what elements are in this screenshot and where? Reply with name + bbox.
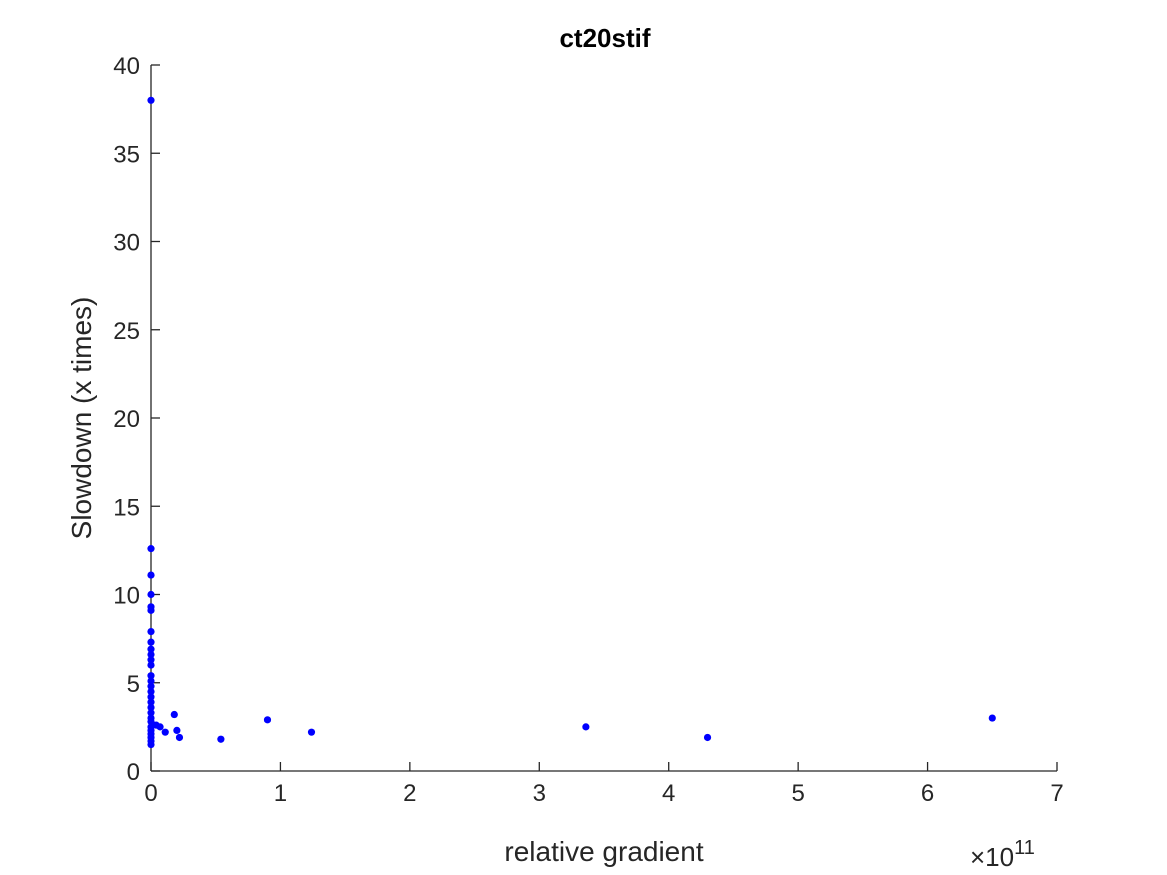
data-point xyxy=(147,656,155,664)
data-point xyxy=(147,709,155,717)
x-exponent-power: 11 xyxy=(1014,837,1035,859)
y-axis-label: Slowdown (x times) xyxy=(66,297,97,540)
y-tick-label: 10 xyxy=(113,583,140,610)
data-point xyxy=(161,728,169,736)
x-tick-label: 3 xyxy=(533,780,546,807)
x-exponent-base: ×10 xyxy=(970,842,1014,872)
data-point xyxy=(147,96,155,104)
data-point xyxy=(147,661,155,669)
data-point xyxy=(147,545,155,553)
data-point xyxy=(147,717,155,726)
data-point xyxy=(147,638,155,646)
data-point xyxy=(217,735,225,743)
data-points xyxy=(147,96,996,749)
data-point xyxy=(175,733,184,742)
data-point xyxy=(703,733,712,742)
y-tick-label: 35 xyxy=(113,141,140,168)
x-axis-label: relative gradient xyxy=(504,836,703,867)
data-point xyxy=(988,714,996,722)
x-tick-label: 7 xyxy=(1050,780,1063,807)
data-point xyxy=(147,698,155,706)
data-point xyxy=(156,723,164,731)
chart-title: ct20stif xyxy=(559,23,650,53)
data-point xyxy=(147,645,155,653)
x-axis-ticks: 0 1 2 3 4 5 6 7 xyxy=(144,762,1064,807)
data-point xyxy=(263,716,272,724)
data-point xyxy=(147,740,155,749)
y-tick-label: 5 xyxy=(127,671,140,698)
y-axis-ticks: 0 5 10 15 20 25 30 35 40 xyxy=(113,53,160,786)
data-point xyxy=(147,672,155,680)
y-tick-label: 40 xyxy=(113,53,140,80)
data-point xyxy=(307,728,316,736)
y-tick-label: 25 xyxy=(113,318,140,345)
data-point xyxy=(147,590,155,599)
x-tick-label: 0 xyxy=(144,780,157,807)
axes xyxy=(150,65,1057,772)
data-point xyxy=(147,606,155,614)
y-tick-label: 30 xyxy=(113,230,140,257)
data-point xyxy=(170,710,178,719)
data-point xyxy=(173,726,181,735)
data-point xyxy=(147,682,155,690)
data-point xyxy=(147,687,155,696)
x-tick-label: 2 xyxy=(403,780,416,807)
data-point xyxy=(147,703,155,712)
x-tick-label: 4 xyxy=(662,780,675,807)
x-tick-label: 6 xyxy=(921,780,934,807)
data-point xyxy=(147,627,155,636)
data-point xyxy=(147,693,155,701)
x-axis-exponent: ×1011 xyxy=(970,837,1035,872)
x-tick-label: 5 xyxy=(791,780,804,807)
y-tick-label: 20 xyxy=(113,406,140,433)
x-tick-label: 1 xyxy=(274,780,287,807)
data-point xyxy=(582,723,590,731)
data-point xyxy=(147,677,155,685)
y-tick-label: 15 xyxy=(113,494,140,521)
data-point xyxy=(147,650,155,659)
y-tick-label: 0 xyxy=(127,759,140,786)
data-point xyxy=(147,571,155,579)
